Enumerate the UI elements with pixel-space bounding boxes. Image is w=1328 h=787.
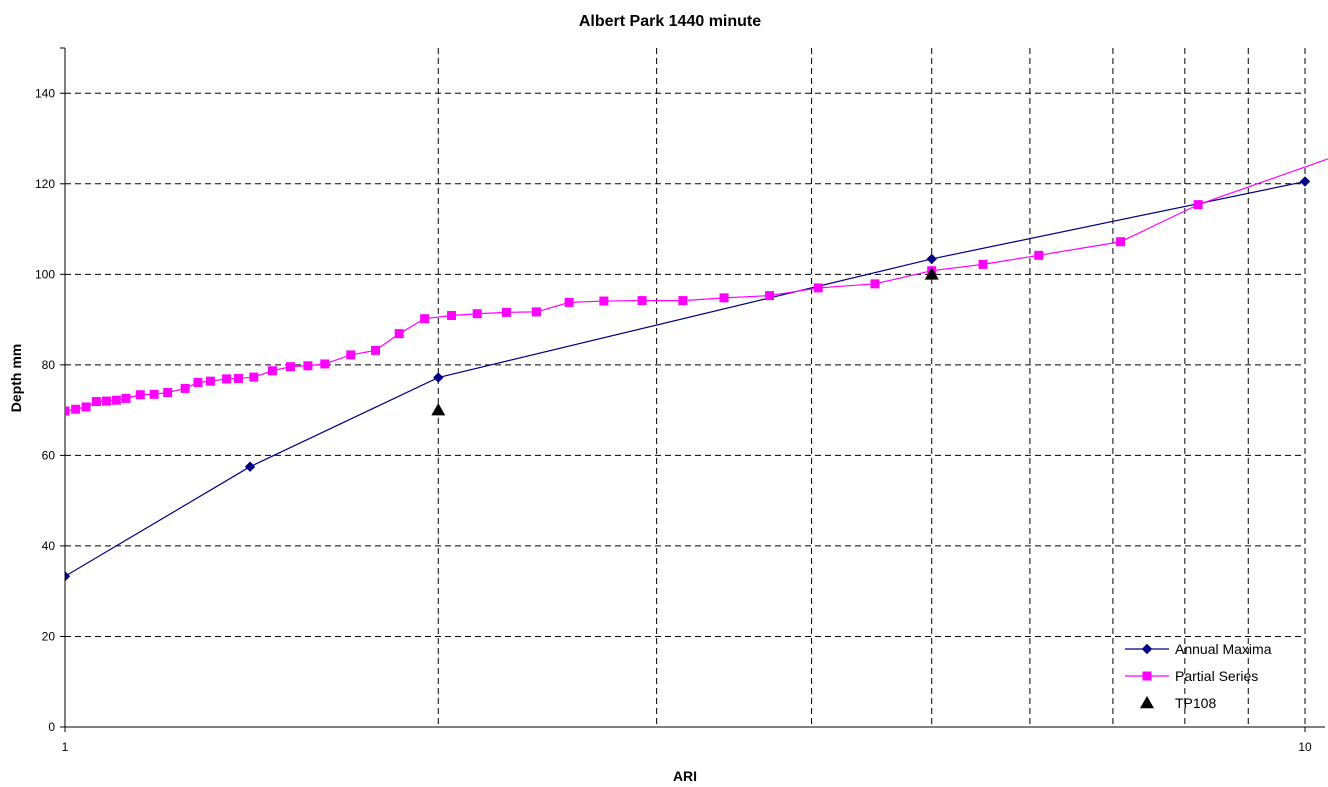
x-tick-label: 1 (62, 740, 69, 754)
legend-item-tp108: TP108 (1140, 695, 1216, 711)
point-partial-series (285, 362, 295, 372)
y-tick-label: 40 (42, 539, 56, 553)
point-partial-series (65, 406, 70, 416)
point-annual-maxima (433, 372, 444, 383)
point-annual-maxima (244, 461, 256, 472)
legend-label: Partial Series (1175, 668, 1258, 684)
point-partial-series (101, 396, 111, 406)
axes: 0 20 40 60 80 100 120 140 1 10 (35, 47, 1325, 754)
legend-item-annual-maxima: Annual Maxima (1125, 641, 1272, 657)
y-tick-label: 80 (42, 358, 56, 372)
point-partial-series (371, 345, 381, 355)
point-annual-maxima (65, 571, 71, 582)
point-partial-series (163, 387, 173, 397)
legend-marker (1140, 696, 1154, 709)
point-partial-series (599, 296, 609, 306)
point-partial-series (233, 373, 243, 383)
point-annual-maxima (926, 253, 937, 265)
gridlines (65, 48, 1306, 727)
point-partial-series (149, 389, 159, 399)
plot-series (65, 158, 1328, 582)
point-partial-series (1034, 250, 1044, 260)
point-partial-series (472, 309, 482, 319)
point-partial-series (420, 314, 430, 324)
point-partial-series (870, 279, 880, 289)
point-partial-series (249, 372, 259, 382)
legend-label: Annual Maxima (1175, 641, 1272, 657)
series-tp108 (431, 267, 939, 416)
y-tick-label: 60 (42, 448, 56, 462)
point-tp108 (431, 403, 446, 416)
series-line-partial-series (65, 158, 1328, 412)
legend-item-partial-series: Partial Series (1125, 668, 1258, 684)
series-partial-series (65, 158, 1328, 416)
y-tick-label: 0 (48, 720, 55, 734)
point-partial-series (111, 395, 121, 405)
point-partial-series (765, 291, 775, 301)
point-partial-series (303, 361, 313, 371)
point-partial-series (121, 393, 131, 403)
legend-marker (1142, 671, 1152, 681)
point-partial-series (71, 404, 81, 414)
point-partial-series (637, 296, 647, 306)
y-tick-label: 140 (35, 86, 55, 100)
point-partial-series (719, 293, 729, 303)
point-partial-series (91, 397, 101, 407)
point-partial-series (531, 307, 541, 317)
legend-marker (1141, 643, 1153, 655)
point-partial-series (678, 296, 688, 306)
legend: Annual Maxima Partial Series TP108 (1125, 641, 1272, 711)
legend-label: TP108 (1175, 695, 1216, 711)
x-tick-label: 10 (1298, 740, 1312, 754)
point-partial-series (564, 297, 574, 307)
point-partial-series (394, 329, 404, 339)
y-tick-label: 100 (35, 267, 55, 281)
point-partial-series (267, 366, 277, 376)
x-axis-label: ARI (673, 768, 697, 784)
point-partial-series (222, 374, 232, 384)
point-partial-series (813, 283, 823, 293)
series-annual-maxima (65, 176, 1311, 582)
point-partial-series (135, 390, 145, 400)
point-partial-series (193, 378, 203, 388)
point-partial-series (180, 383, 190, 393)
point-partial-series (978, 259, 988, 269)
point-tp108 (924, 267, 939, 280)
point-annual-maxima (1299, 176, 1311, 187)
point-partial-series (501, 307, 511, 317)
point-partial-series (320, 359, 330, 369)
y-axis-label: Depth mm (8, 344, 24, 412)
point-partial-series (346, 350, 356, 360)
y-tick-label: 120 (35, 177, 55, 191)
point-partial-series (81, 402, 91, 412)
point-partial-series (1116, 237, 1126, 247)
chart-title: Albert Park 1440 minute (579, 13, 761, 30)
y-tick-label: 20 (42, 629, 56, 643)
point-partial-series (205, 376, 215, 386)
point-partial-series (447, 311, 457, 321)
point-partial-series (1193, 200, 1203, 210)
